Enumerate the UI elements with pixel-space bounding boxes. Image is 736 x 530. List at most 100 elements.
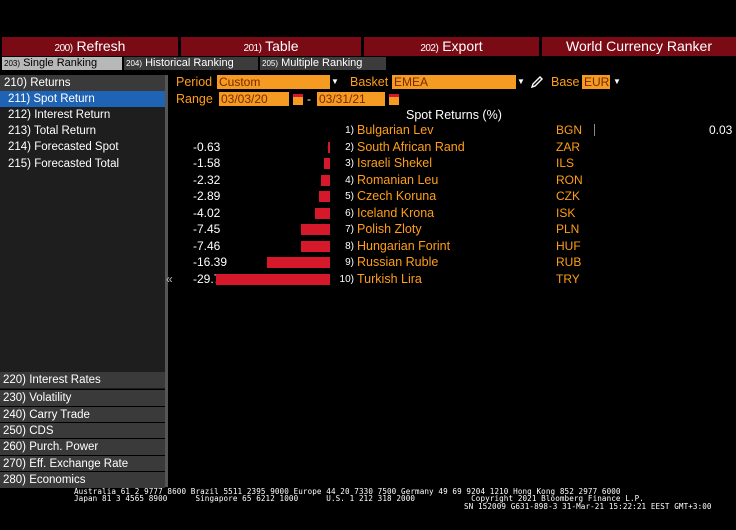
sidebar-item-cds[interactable]: 250) CDS [0,422,165,439]
footer-line-1: Australia 61 2 9777 8600 Brazil 5511 239… [74,487,621,496]
rank-number: 7) [345,224,354,235]
period-select[interactable]: Custom [217,75,330,89]
spot-return-value: -1.58 [193,156,221,170]
basket-chevron-down-icon[interactable]: ▼ [516,75,526,89]
export-button[interactable]: 202) Export [364,37,539,56]
rank-number: 9) [345,257,354,268]
toolbar: 200) Refresh 201) Table 202) Export Worl… [0,37,736,57]
tab-number: 203) [4,59,21,68]
rank-number: 1) [345,125,354,136]
refresh-button[interactable]: 200) Refresh [2,37,178,56]
return-bar [328,142,330,153]
currency-code: PLN [556,222,580,236]
base-label: Base [551,75,580,89]
sidebar-item-total-return[interactable]: 213) Total Return [8,125,97,137]
tab-label: Historical Ranking [145,57,234,69]
rank-number: 3) [345,158,354,169]
sidebar-item-spot-return[interactable]: 211) Spot Return [0,91,165,107]
table-button[interactable]: 201) Table [181,37,361,56]
currency-code: HUF [556,239,581,253]
sidebar-item-carry-trade[interactable]: 240) Carry Trade [0,406,165,423]
app-title: World Currency Ranker [542,37,736,56]
footer-line-3: SN 152009 G631-898-3 31-Mar-21 15:22:21 … [464,502,712,511]
currency-name[interactable]: South African Rand [357,140,465,154]
currency-name[interactable]: Bulgarian Lev [357,123,434,137]
currency-code: CZK [556,189,580,203]
rank-number: 6) [345,208,354,219]
sidebar-item-forecasted-total[interactable]: 215) Forecasted Total [8,158,120,170]
return-bar [301,241,330,252]
currency-name[interactable]: Polish Zloty [357,222,422,236]
table-label: Table [265,38,299,54]
collapse-sidebar-icon[interactable]: « [166,272,173,286]
start-calendar-icon[interactable] [292,92,304,106]
refresh-number: 200) [54,43,74,54]
currency-code: TRY [556,272,580,286]
sidebar-splitter[interactable] [165,75,168,487]
currency-code: RUB [556,255,582,269]
basket-label: Basket [350,75,389,89]
spot-return-value: -4.02 [193,206,221,220]
sidebar-item-interest-rates[interactable]: 220) Interest Rates [0,372,165,388]
start-date-field[interactable]: 03/03/20 [219,92,289,106]
export-label: Export [442,38,483,54]
currency-code: ISK [556,206,576,220]
tab-multiple-ranking[interactable]: 205) Multiple Ranking [260,57,386,70]
refresh-label: Refresh [76,38,126,54]
return-bar [216,274,330,285]
period-label: Period [176,75,213,89]
base-select[interactable]: EUR [582,75,610,89]
currency-name[interactable]: Russian Ruble [357,255,439,269]
sidebar-item-forecasted-spot[interactable]: 214) Forecasted Spot [8,141,119,153]
rank-number: 10) [339,274,354,285]
tab-number: 204) [126,59,143,68]
spot-return-value: -2.32 [193,173,221,187]
return-bar [301,224,330,235]
base-chevron-down-icon[interactable]: ▼ [612,75,622,89]
tab-label: Single Ranking [23,57,98,69]
spot-return-value-positive: 0.03 [709,123,733,137]
currency-name[interactable]: Hungarian Forint [357,239,451,253]
spot-return-value: -0.63 [193,140,221,154]
sidebar-item-volatility[interactable]: 230) Volatility [0,389,165,406]
end-calendar-icon[interactable] [388,92,400,106]
end-date-field[interactable]: 03/31/21 [317,92,385,106]
tab-historical-ranking[interactable]: 204) Historical Ranking [124,57,258,70]
sidebar: 210) Returns 211) Spot Return 212) Inter… [0,75,165,488]
currency-code: ZAR [556,140,580,154]
app-title-text: World Currency Ranker [565,38,712,54]
footer-line-2: Japan 81 3 4565 8900 Singapore 65 6212 1… [74,494,644,503]
return-bar [319,191,330,202]
table-number: 201) [243,43,262,54]
sidebar-item-economics[interactable]: 280) Economics [0,471,165,488]
currency-name[interactable]: Turkish Lira [357,272,422,286]
currency-name[interactable]: Iceland Krona [357,206,435,220]
currency-name[interactable]: Israeli Shekel [357,156,433,170]
rank-number: 2) [345,142,354,153]
tab-number: 205) [262,59,279,68]
sidebar-item-eff-exchange-rate[interactable]: 270) Eff. Exchange Rate [0,455,165,472]
return-bar [315,208,330,219]
spot-return-value: -2.89 [193,189,221,203]
tab-label: Multiple Ranking [281,57,363,69]
positive-bar [594,124,595,136]
rank-number: 5) [345,191,354,202]
tab-single-ranking[interactable]: 203) Single Ranking [2,57,122,70]
sidebar-returns-header[interactable]: 210) Returns [0,75,165,91]
currency-name[interactable]: Romanian Leu [357,173,439,187]
return-bar [324,158,330,169]
currency-code: ILS [556,156,575,170]
sidebar-item-purch-power[interactable]: 260) Purch. Power [0,438,165,455]
currency-code: RON [556,173,583,187]
export-number: 202) [420,43,439,54]
period-chevron-down-icon[interactable]: ▼ [330,75,340,89]
sidebar-item-interest-return[interactable]: 212) Interest Return [8,109,111,121]
return-bar [321,175,330,186]
rank-number: 4) [345,175,354,186]
spot-return-value: -7.45 [193,222,221,236]
currency-code: BGN [556,123,583,137]
basket-select[interactable]: EMEA [392,75,516,89]
currency-name[interactable]: Czech Koruna [357,189,437,203]
pencil-icon[interactable] [530,75,544,89]
return-bar [267,257,330,268]
